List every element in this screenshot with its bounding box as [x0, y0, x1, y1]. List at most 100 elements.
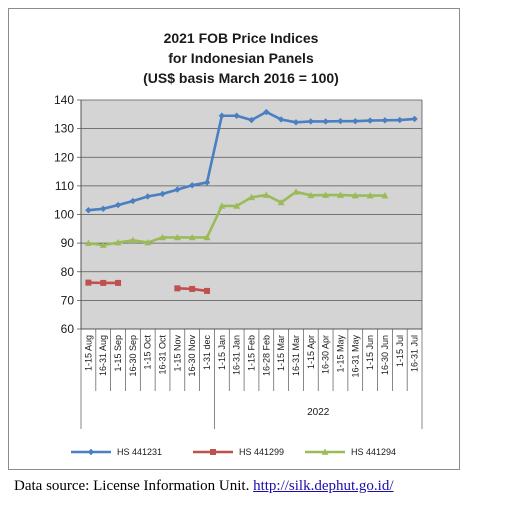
- x-tick-label-2: 1-15 Sep: [113, 335, 123, 372]
- x-tick-label-9: 1-15 Jan: [217, 335, 227, 370]
- x-tick-label-5: 16-31 Oct: [158, 335, 168, 375]
- x-group-label-year: 2022: [307, 407, 330, 418]
- series-0-point-0: [85, 207, 92, 214]
- series-0-point-13: [277, 116, 285, 123]
- series-2-point-1: [99, 241, 107, 248]
- series-0-point-21: [396, 116, 403, 124]
- series-2-point-8: [203, 233, 211, 241]
- series-0-point-3: [129, 197, 137, 205]
- x-tick-label-18: 16-31 May: [350, 335, 360, 378]
- series-0-point-17: [337, 117, 344, 125]
- series-2-point-12: [262, 191, 270, 198]
- title-line-3: (US$ basis March 2016 = 100): [143, 70, 339, 86]
- series-2-point-14: [292, 188, 300, 195]
- series-0-point-10: [233, 112, 240, 119]
- legend-marker-0: [87, 448, 95, 456]
- series-2-point-19: [366, 192, 374, 199]
- series-1-point-2: [115, 279, 122, 286]
- x-tick-label-14: 16-31 Mar: [291, 335, 301, 376]
- y-tick-label-120: 120: [54, 150, 74, 164]
- chart-canvas: 60 70 80 90 100 110 120 130 140 1-15 Aug 16-31 Aug…: [54, 30, 423, 457]
- y-tick-label-70: 70: [61, 293, 75, 307]
- series-0-point-11: [248, 116, 255, 124]
- series-1-point-8: [204, 287, 211, 294]
- x-tick-label-15: 1-15 Apr: [306, 335, 316, 369]
- series-0-point-1: [100, 205, 107, 212]
- y-tick-label-60: 60: [61, 322, 75, 336]
- x-tick-label-6: 1-15 Nov: [172, 335, 182, 372]
- x-tick-label-22: 16-31 Jul: [410, 335, 420, 372]
- legend-label-1: HS 441299: [239, 447, 284, 457]
- series-2-point-10: [233, 202, 241, 209]
- series-0-point-19: [366, 117, 374, 124]
- y-tick-label-90: 90: [61, 236, 75, 250]
- series-0-point-15: [307, 118, 315, 125]
- series-0-point-8: [203, 179, 211, 186]
- x-tick-label-0: 1-15 Aug: [83, 335, 93, 371]
- title-line-1: 2021 FOB Price Indices: [164, 30, 319, 46]
- series-2-point-5: [159, 233, 167, 241]
- series-0-point-20: [381, 117, 389, 124]
- series-2-point-20: [381, 192, 389, 199]
- series-0-point-16: [322, 118, 329, 125]
- series-layer: [84, 108, 418, 294]
- series-2-point-16: [322, 191, 330, 198]
- x-tick-label-16: 16-30 Apr: [321, 335, 331, 374]
- x-tick-label-4: 1-15 Oct: [143, 335, 153, 370]
- series-0-point-22: [411, 115, 418, 123]
- series-1-point-6: [174, 285, 181, 292]
- series-2-point-11: [248, 193, 255, 201]
- series-0-point-9: [218, 112, 226, 119]
- data-source-link[interactable]: http://silk.dephut.go.id/: [253, 478, 394, 494]
- series-1: [85, 279, 211, 294]
- x-tick-label-1: 16-31 Aug: [98, 335, 108, 376]
- legend-label-0: HS 441231: [117, 447, 162, 457]
- x-tick-label-21: 1-15 Jul: [395, 335, 405, 367]
- series-2-point-4: [144, 239, 152, 246]
- y-tick-label-80: 80: [61, 265, 75, 279]
- series-2-point-15: [307, 191, 315, 199]
- x-tick-label-17: 1-15 May: [335, 335, 345, 373]
- x-tick-label-8: 1-31 dec: [202, 335, 212, 371]
- x-tick-label-10: 16-31 Jan: [232, 335, 242, 375]
- series-0-point-12: [263, 108, 270, 116]
- series-2-point-0: [84, 239, 92, 246]
- x-tick-label-3: 16-30 Sep: [128, 335, 138, 377]
- series-2-point-9: [218, 202, 226, 209]
- data-source-note: Data source: License Information Unit. h…: [14, 478, 394, 495]
- legend-marker-2: [321, 448, 329, 455]
- legend: HS 441231 HS 441299 HS 441294: [71, 447, 396, 457]
- series-2-point-18: [351, 192, 359, 199]
- series-1-point-1: [100, 279, 107, 286]
- chart-frame: 60 70 80 90 100 110 120 130 140 1-15 Aug 16-31 Aug…: [8, 8, 460, 470]
- series-2-point-3: [129, 236, 137, 244]
- title-line-2: for Indonesian Panels: [168, 50, 314, 66]
- series-2-point-17: [336, 191, 344, 198]
- series-2-point-7: [188, 233, 196, 241]
- x-tick-label-19: 1-15 Jun: [365, 335, 375, 370]
- series-0-point-2: [114, 201, 122, 209]
- series-0-point-7: [188, 182, 196, 189]
- series-2-point-6: [173, 233, 181, 241]
- series-0-point-6: [174, 186, 181, 193]
- x-tick-label-11: 1-15 Feb: [247, 335, 257, 371]
- axes: 60 70 80 90 100 110 120 130 140 1-15 Aug 16-31 Aug…: [54, 93, 423, 429]
- chart-title: 2021 FOB Price Indices for Indonesian Pan…: [143, 30, 339, 86]
- series-2-point-2: [114, 239, 122, 246]
- series-1-point-0: [85, 279, 92, 286]
- series-0-point-14: [292, 119, 300, 126]
- x-tick-label-13: 1-15 Mar: [276, 335, 286, 371]
- y-tick-label-110: 110: [55, 179, 74, 193]
- data-source-text: Data source: License Information Unit.: [14, 478, 250, 494]
- series-0: [85, 108, 418, 214]
- x-tick-label-7: 16-30 Nov: [187, 335, 197, 377]
- legend-marker-1: [210, 449, 216, 455]
- x-tick-label-12: 16-28 Feb: [261, 335, 271, 376]
- y-tick-label-100: 100: [54, 208, 74, 222]
- y-tick-label-140: 140: [54, 93, 74, 107]
- series-2-point-13: [277, 198, 285, 206]
- series-0-point-5: [159, 190, 166, 198]
- legend-label-2: HS 441294: [351, 447, 396, 457]
- series-1-point-7: [189, 285, 196, 292]
- series-2: [84, 188, 389, 248]
